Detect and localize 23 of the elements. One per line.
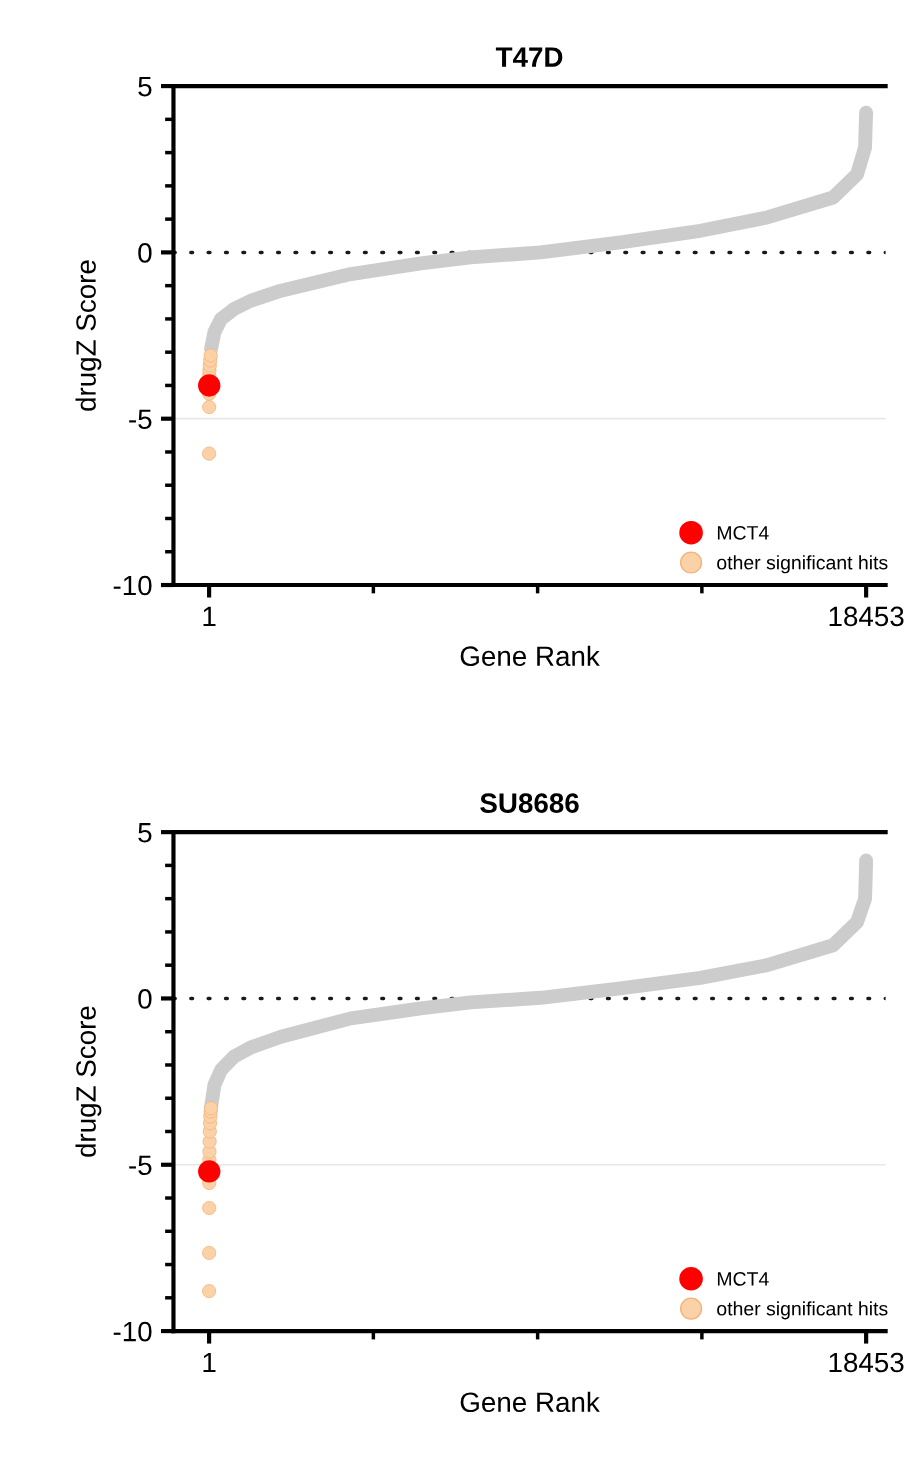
x-axis-title: Gene Rank — [460, 645, 600, 667]
x-tick-label: 1 — [203, 1352, 216, 1373]
y-tick-label: -5 — [129, 1155, 152, 1176]
y-tick-label: -5 — [129, 409, 152, 430]
x-tick-label: 18453 — [829, 1352, 904, 1373]
legend-label: MCT4 — [717, 525, 769, 540]
y-axis-title: drugZ Score — [75, 260, 102, 411]
y-tick-label: 5 — [138, 77, 152, 97]
chart-title: SU8686 — [480, 793, 579, 813]
y-tick-label: -10 — [113, 1321, 152, 1342]
x-tick-label: 18453 — [829, 606, 904, 627]
legend-label: MCT4 — [717, 1272, 769, 1286]
y-axis-title: drugZ Score — [75, 1006, 102, 1157]
x-axis-title: Gene Rank — [460, 1391, 600, 1413]
y-tick-label: 0 — [138, 989, 152, 1009]
point — [198, 1160, 221, 1183]
chart-title: T47D — [495, 47, 563, 67]
legend-label: other significant hits — [717, 1301, 888, 1320]
y-tick-label: 0 — [138, 243, 152, 263]
x-tick-label: 1 — [203, 606, 216, 626]
y-tick-label: -10 — [113, 575, 152, 596]
legend-label: other significant hits — [717, 555, 888, 574]
y-tick-label: 5 — [138, 823, 152, 843]
